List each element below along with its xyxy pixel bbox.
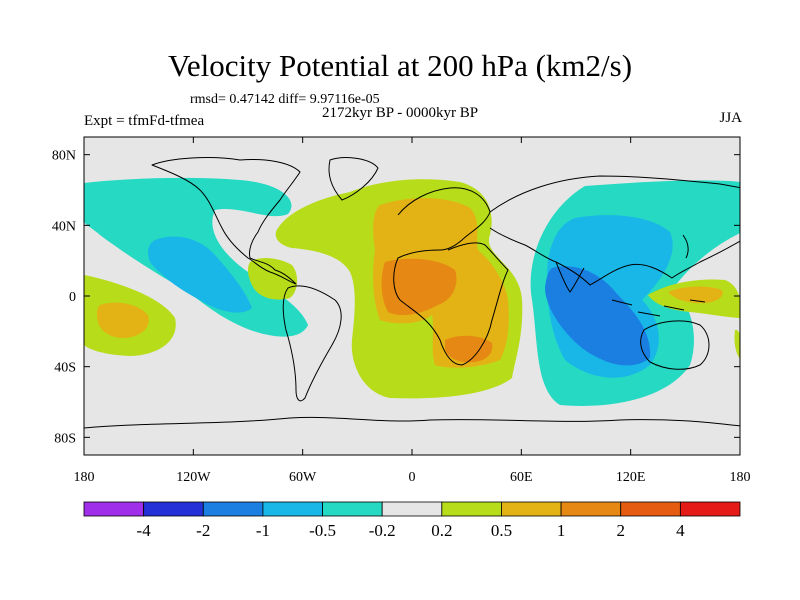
contour-field-positive-west-pacific-core: [668, 286, 723, 304]
colorbar-label: 4: [676, 521, 685, 540]
contour-fields: [84, 177, 740, 406]
colorbar-label: 1: [557, 521, 566, 540]
x-tick-label: 180: [74, 470, 95, 485]
season-label: JJA: [719, 110, 742, 126]
colorbar-label: -2: [196, 521, 210, 540]
colorbar-swatch: [322, 501, 383, 517]
contour-field-negative-indian-ocean-core: [545, 266, 651, 366]
period-subtitle: 2172kyr BP - 0000kyr BP: [322, 105, 479, 121]
colorbar-swatch: [441, 501, 502, 517]
colorbar-label: 2: [616, 521, 625, 540]
contour-field-positive-south-pacific-core: [96, 302, 149, 338]
colorbar-swatch: [262, 501, 323, 517]
colorbar-label: -4: [137, 521, 152, 540]
colorbar-swatch: [143, 501, 204, 517]
x-tick-label: 60W: [289, 470, 317, 485]
contour-field-positive-central-america: [247, 258, 298, 300]
axis-labels: 180 120W 60W 0 60E 120E 180 80N 40N 0 40S 80S: [52, 149, 751, 485]
colorbar-label: 0.2: [431, 521, 452, 540]
experiment-label: Expt = tfmFd-tfmea: [84, 113, 205, 129]
chart-title: Velocity Potential at 200 hPa (km2/s): [167, 48, 633, 83]
y-tick-label: 40N: [52, 219, 76, 234]
x-tick-label: 120E: [616, 470, 646, 485]
y-tick-label: 40S: [54, 361, 76, 376]
y-tick-label: 80S: [54, 431, 76, 446]
colorbar-label: 0.5: [491, 521, 512, 540]
axis-ticks: [83, 137, 741, 455]
colorbar-swatch: [501, 501, 562, 517]
colorbar-swatch: [620, 501, 681, 517]
x-tick-label: 60E: [510, 470, 533, 485]
contour-field-positive-south-africa: [445, 335, 493, 363]
x-tick-label: 180: [730, 470, 751, 485]
stats-text: rmsd= 0.47142 diff= 9.97116e-05: [190, 92, 380, 107]
colorbar-label: -1: [256, 521, 270, 540]
colorbar-label: -0.5: [309, 521, 336, 540]
colorbar: -4 -2 -1 -0.5 -0.2 0.2 0.5 1 2 4: [83, 501, 741, 540]
coastlines: [84, 157, 740, 429]
x-tick-label: 0: [409, 470, 416, 485]
y-tick-label: 0: [69, 290, 76, 305]
colorbar-swatch: [560, 501, 622, 517]
contour-field-negative-east-pacific-core: [147, 236, 252, 313]
colorbar-swatch: [679, 501, 741, 517]
colorbar-swatch: [202, 501, 264, 517]
colorbar-swatch: [83, 501, 145, 517]
colorbar-swatch: [381, 501, 443, 517]
contour-field-positive-sahel-peak: [381, 258, 457, 316]
colorbar-label: -0.2: [369, 521, 396, 540]
x-tick-label: 120W: [176, 470, 211, 485]
y-tick-label: 80N: [52, 149, 76, 164]
